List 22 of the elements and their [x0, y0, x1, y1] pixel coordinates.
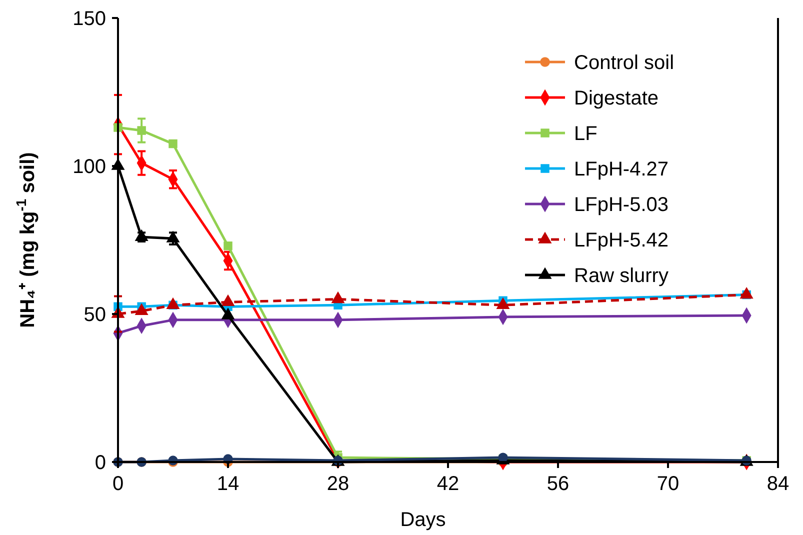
legend-label: LFpH-5.42 — [574, 230, 668, 252]
legend-label: LF — [574, 123, 598, 145]
x-tick-label: 42 — [436, 473, 460, 495]
legend-label: Raw slurry — [574, 265, 668, 287]
x-tick-label: 70 — [656, 473, 680, 495]
point — [137, 126, 146, 135]
y-tick-label: 0 — [94, 452, 106, 474]
legend-label: Control soil — [574, 52, 674, 74]
y-tick-label: 150 — [72, 8, 106, 30]
legend-label: LFpH-5.03 — [574, 194, 668, 216]
x-tick-label: 0 — [112, 473, 124, 495]
legend-label: Digestate — [574, 88, 658, 110]
x-tick-label: 56 — [546, 473, 570, 495]
point — [224, 242, 232, 250]
x-tick-label: 28 — [326, 473, 350, 495]
legend-label: LFpH-4.27 — [574, 158, 668, 180]
y-tick-label: 50 — [84, 304, 106, 326]
y-tick-label: 100 — [72, 156, 106, 178]
x-axis-title: Days — [400, 509, 446, 531]
point — [168, 139, 178, 148]
x-tick-label: 14 — [216, 473, 240, 495]
x-tick-label: 84 — [766, 473, 790, 495]
